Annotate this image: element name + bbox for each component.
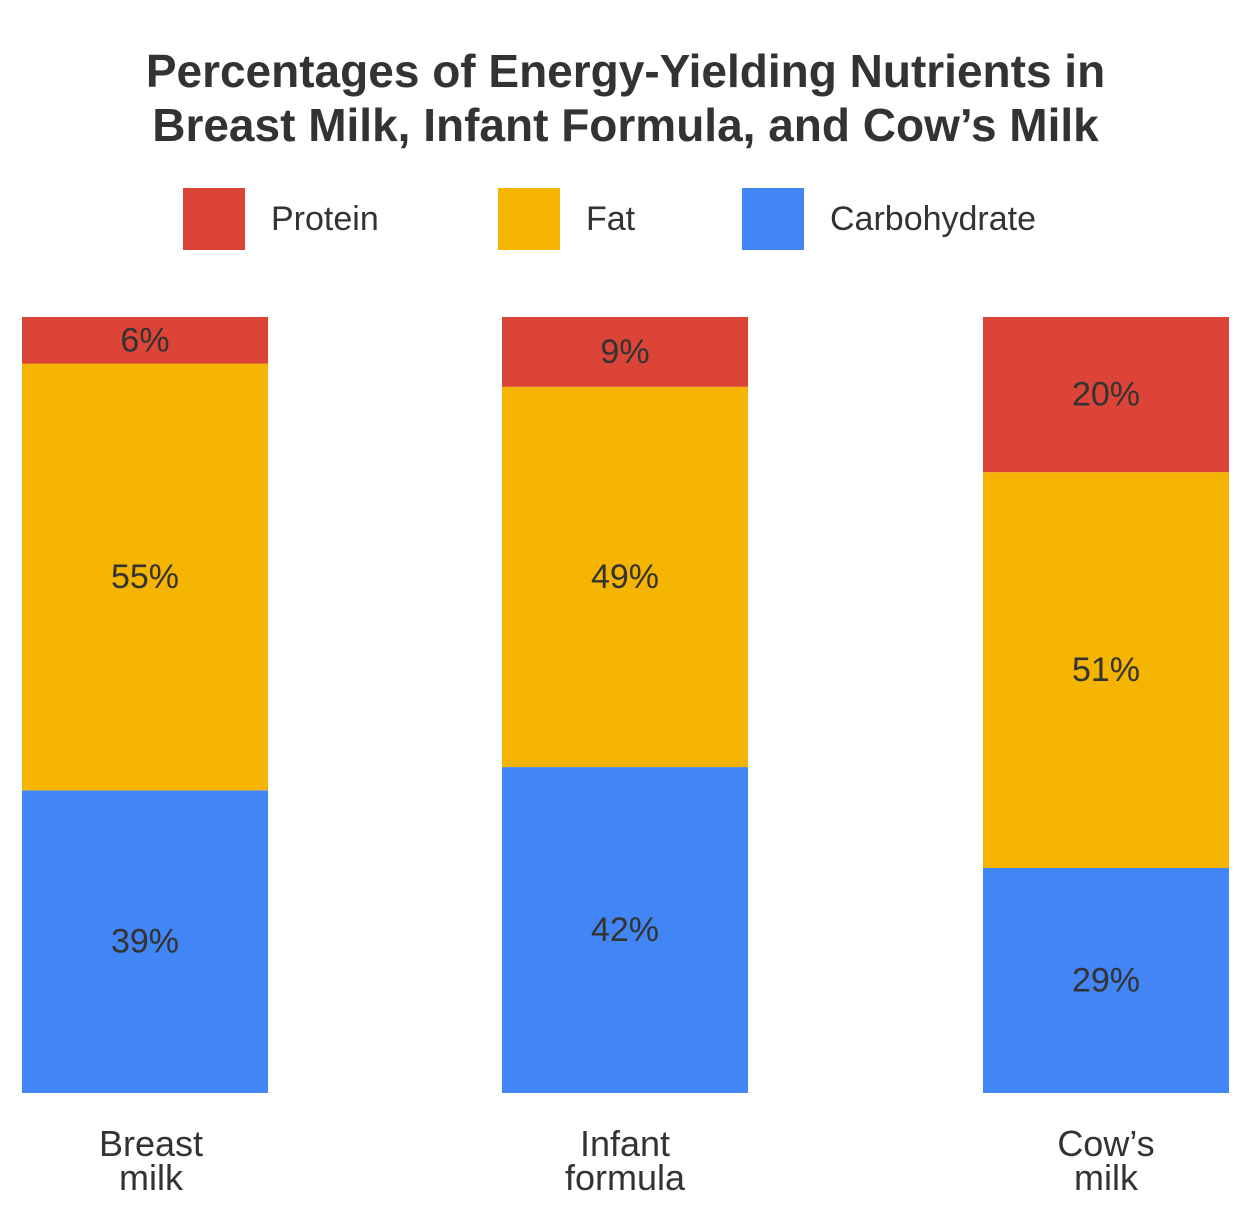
value-label: 42% (591, 911, 659, 949)
bar-segment (983, 867, 1229, 1093)
bar-segment (502, 767, 748, 1093)
value-label: 6% (120, 321, 169, 359)
value-label: 29% (1072, 961, 1140, 999)
legend-label: Protein (271, 200, 379, 238)
x-tick-label: Breast milk (98, 1123, 204, 1198)
bar-segment (502, 386, 748, 768)
legend-swatch (183, 188, 245, 250)
chart-title: Percentages of Energy-Yielding Nutrients… (145, 45, 1106, 151)
value-label: 20% (1072, 376, 1140, 414)
x-tick-label: Cow’s milk (1057, 1123, 1155, 1198)
bar-segment (22, 317, 268, 364)
legend-swatch (742, 188, 804, 250)
bar-segment (502, 317, 748, 387)
value-label: 49% (591, 558, 659, 596)
legend-label: Carbohydrate (830, 200, 1036, 238)
legend-swatch (498, 188, 560, 250)
value-label: 39% (111, 923, 179, 961)
bar-segment (983, 317, 1229, 473)
value-label: 55% (111, 558, 179, 596)
bar-segment (22, 363, 268, 791)
value-label: 9% (600, 333, 649, 371)
value-label: 51% (1072, 651, 1140, 689)
bar-segment (983, 472, 1229, 868)
legend-label: Fat (586, 200, 636, 238)
bar-segment (22, 790, 268, 1093)
x-tick-label: Infant formula (564, 1123, 686, 1198)
